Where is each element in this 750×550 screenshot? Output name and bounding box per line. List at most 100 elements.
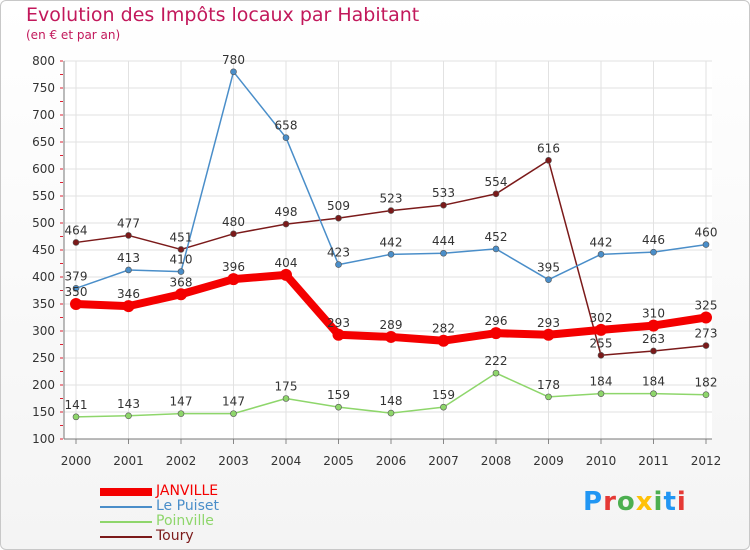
data-point-poinville (282, 395, 290, 402)
data-label-toury: 451 (170, 230, 193, 244)
x-tick-label: 2010 (586, 454, 617, 468)
legend-item-janville: JANVILLE (100, 484, 219, 499)
data-label-le-puiset: 442 (380, 235, 403, 249)
y-tick-label: 650 (32, 135, 55, 149)
data-point-le-puiset (492, 245, 500, 253)
data-label-toury: 509 (327, 199, 350, 213)
data-point-toury (230, 230, 237, 238)
data-label-toury: 464 (65, 223, 88, 237)
logo-letter: x (635, 487, 654, 517)
chart-legend: JANVILLE Le Puiset Poinville Toury (100, 484, 219, 544)
x-tick-label: 2011 (638, 454, 669, 468)
data-point-le-puiset (282, 134, 290, 141)
data-label-janville: 346 (117, 287, 140, 301)
y-tick-label: 350 (32, 297, 55, 311)
data-label-poinville: 222 (485, 354, 508, 368)
data-label-janville: 368 (170, 275, 193, 289)
legend-swatch (100, 487, 152, 496)
x-tick-label: 2005 (323, 454, 354, 468)
data-label-le-puiset: 658 (275, 119, 298, 133)
data-label-le-puiset: 413 (117, 251, 140, 265)
data-point-le-puiset (230, 68, 237, 76)
legend-label: Poinville (156, 513, 214, 529)
data-label-janville: 293 (327, 316, 350, 330)
data-label-le-puiset: 780 (222, 53, 245, 67)
data-label-poinville: 143 (117, 397, 140, 411)
data-point-toury (282, 220, 290, 228)
logo-letter: o (616, 487, 636, 517)
data-label-toury: 273 (695, 327, 718, 341)
legend-item-poinville: Poinville (100, 514, 219, 529)
data-label-janville: 293 (537, 316, 560, 330)
logo-letter: t (663, 487, 677, 517)
data-point-poinville (702, 391, 710, 399)
data-point-janville (700, 311, 712, 324)
data-point-le-puiset (72, 285, 80, 292)
data-point-janville (280, 268, 292, 281)
data-label-janville: 396 (222, 260, 245, 274)
data-point-janville (175, 288, 187, 301)
data-label-le-puiset: 442 (590, 235, 613, 249)
x-tick-label: 2008 (481, 454, 512, 468)
data-point-toury (492, 190, 500, 198)
data-label-toury: 523 (380, 192, 403, 206)
data-label-poinville: 175 (275, 380, 298, 394)
data-label-toury: 263 (642, 332, 665, 346)
data-label-toury: 480 (222, 215, 245, 229)
x-tick-label: 2009 (533, 454, 564, 468)
data-label-poinville: 159 (432, 388, 455, 402)
data-label-janville: 282 (432, 322, 455, 336)
data-point-janville (647, 319, 660, 332)
data-point-le-puiset (387, 251, 395, 258)
data-point-poinville (125, 412, 132, 420)
data-point-poinville (230, 410, 237, 417)
x-tick-label: 2002 (166, 454, 197, 468)
y-tick-label: 450 (32, 243, 55, 257)
y-tick-label: 500 (32, 216, 55, 230)
data-point-toury (702, 342, 710, 349)
data-point-janville (490, 327, 502, 340)
data-point-janville (437, 334, 450, 347)
data-point-janville (227, 273, 240, 286)
data-point-poinville (387, 409, 395, 417)
data-label-poinville: 147 (222, 395, 245, 409)
data-label-toury: 616 (537, 141, 560, 155)
data-label-le-puiset: 460 (695, 226, 718, 240)
y-tick-label: 400 (32, 270, 55, 284)
data-point-janville (70, 298, 82, 310)
data-point-toury (72, 239, 80, 246)
data-point-le-puiset (335, 261, 342, 268)
data-label-toury: 533 (432, 186, 455, 200)
data-label-poinville: 147 (170, 395, 193, 409)
legend-swatch (100, 535, 152, 538)
y-tick-label: 250 (32, 351, 55, 365)
legend-swatch (100, 520, 152, 523)
data-label-poinville: 141 (65, 398, 88, 412)
data-label-poinville: 184 (642, 375, 665, 389)
data-point-toury (177, 246, 185, 253)
data-point-le-puiset (440, 249, 447, 257)
data-label-le-puiset: 379 (65, 269, 88, 283)
data-point-poinville (492, 369, 500, 377)
data-point-toury (650, 347, 657, 355)
logo-letter: i (676, 487, 687, 517)
y-tick-label: 550 (32, 189, 55, 203)
data-label-le-puiset: 423 (327, 246, 350, 260)
data-point-janville (122, 300, 135, 313)
chart-title: Evolution des Impôts locaux par Habitant (26, 4, 420, 26)
proxiti-logo: Proxiti (583, 487, 687, 517)
data-label-poinville: 182 (695, 376, 718, 390)
data-label-poinville: 148 (380, 394, 403, 408)
data-point-poinville (72, 413, 80, 421)
data-label-poinville: 159 (327, 388, 350, 402)
data-label-janville: 350 (65, 285, 88, 299)
data-point-janville (385, 330, 397, 343)
data-label-toury: 477 (117, 216, 140, 230)
legend-label: Le Puiset (156, 498, 219, 514)
data-point-poinville (335, 403, 342, 411)
data-label-poinville: 184 (590, 375, 613, 389)
data-label-le-puiset: 410 (170, 253, 193, 267)
data-label-janville: 310 (642, 307, 665, 321)
chart-subtitle: (en € et par an) (26, 28, 121, 42)
